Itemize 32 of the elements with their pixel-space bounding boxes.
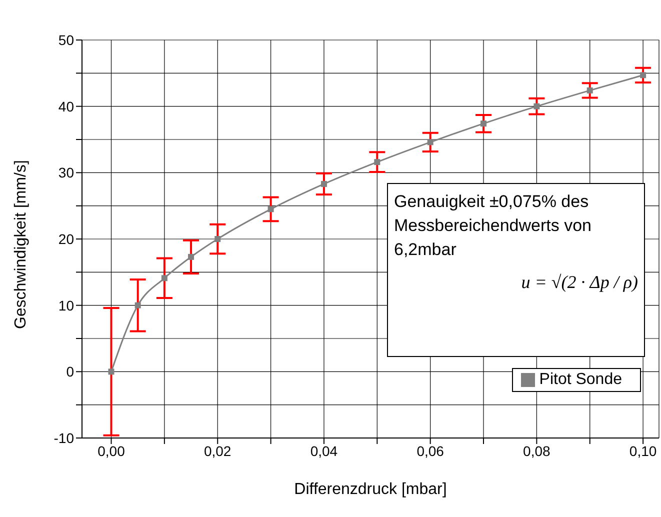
point xyxy=(427,139,434,146)
annotation-box: Genauigkeit ±0,075% des Messbereichendwerts von 6,2mbar u = √(2 · Δp / ρ) xyxy=(387,183,645,357)
y-tick-label: 30 xyxy=(58,164,74,181)
y-tick-label: 40 xyxy=(58,98,74,114)
y-tick-label: 50 xyxy=(58,32,74,48)
y-tick-label: 0 xyxy=(66,364,74,380)
point xyxy=(188,254,194,260)
x-tick-label: 0,08 xyxy=(523,442,551,459)
x-tick-label: 0,06 xyxy=(416,442,444,459)
x-axis-title: Differenzdruck [mbar] xyxy=(294,481,447,498)
point xyxy=(320,180,327,187)
point xyxy=(268,206,274,212)
legend-label: Pitot Sonde xyxy=(539,371,622,388)
point xyxy=(534,103,540,110)
point xyxy=(640,72,646,78)
x-tick-label: 0,00 xyxy=(98,442,126,459)
y-tick-label: -10 xyxy=(54,430,74,446)
point xyxy=(480,120,487,127)
point xyxy=(108,368,114,375)
x-tick-label: 0,04 xyxy=(310,442,338,459)
point xyxy=(374,159,380,166)
y-tick-label: 20 xyxy=(58,230,74,247)
point xyxy=(161,275,168,282)
x-tick-label: 0,02 xyxy=(204,442,232,459)
annotation: Genauigkeit ±0,075% des Messbereichendwerts von 6,2mbar xyxy=(394,191,592,261)
point xyxy=(134,302,141,308)
y-tick-label: 10 xyxy=(58,297,74,314)
y-axis-title: Geschwindigkeit [mm/s] xyxy=(12,160,30,329)
x-tick-label: 0,10 xyxy=(629,442,657,459)
point xyxy=(586,87,593,94)
annotation: u = √(2 · Δp / ρ) xyxy=(520,271,638,294)
point xyxy=(214,236,221,242)
